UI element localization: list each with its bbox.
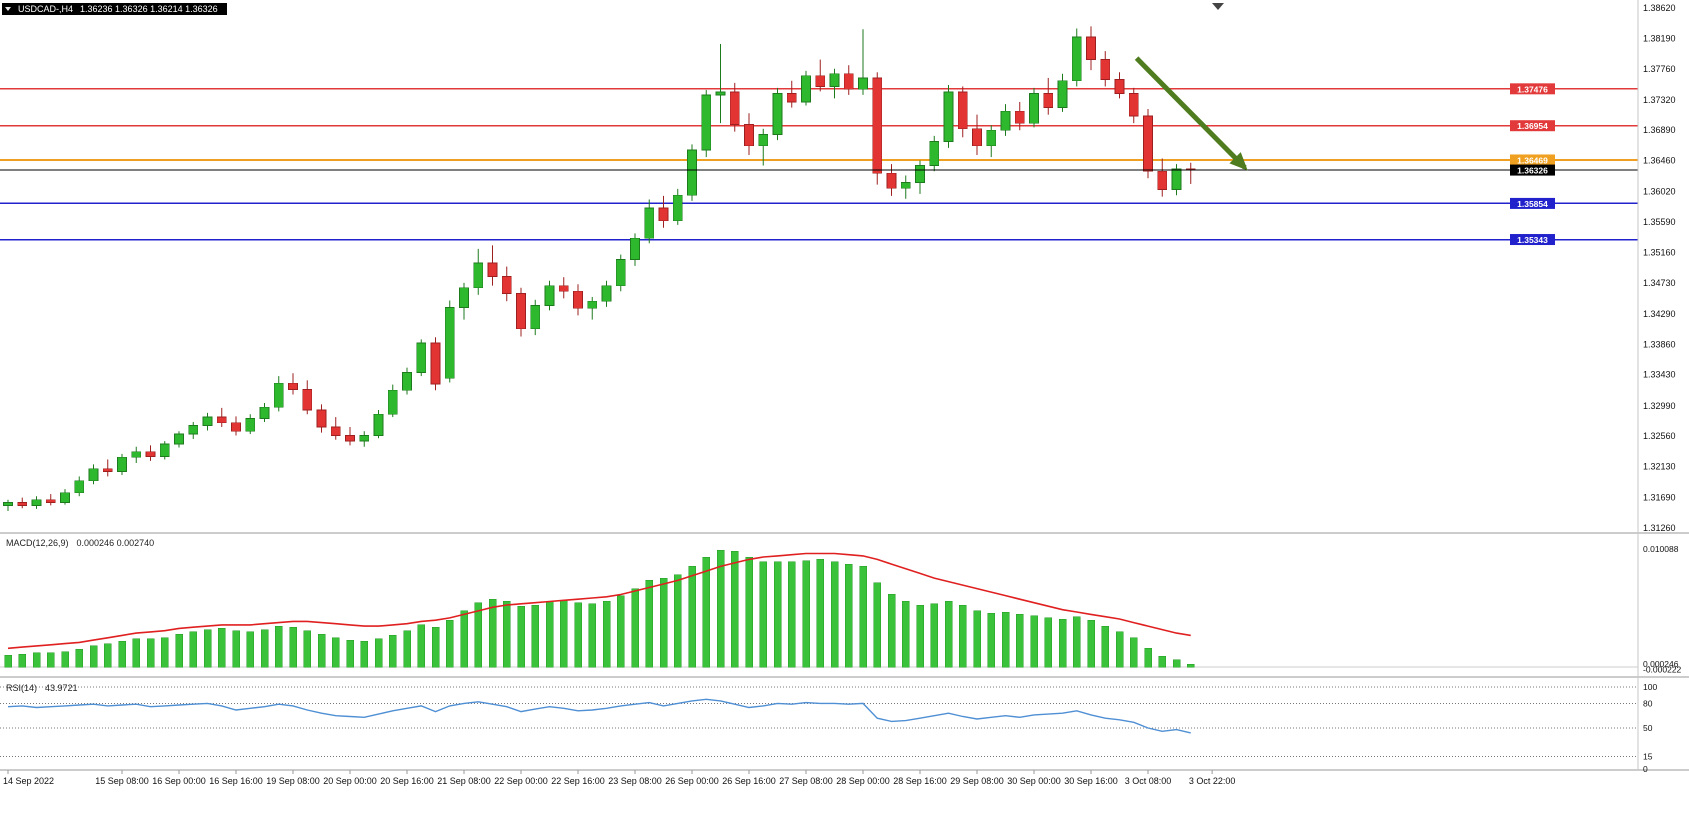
- svg-text:26 Sep 16:00: 26 Sep 16:00: [722, 776, 776, 786]
- svg-text:1.36954: 1.36954: [1517, 121, 1548, 131]
- chart-shift-marker[interactable]: [1212, 3, 1224, 10]
- symbol-ohlc-bar[interactable]: USDCAD-,H4 1.36236 1.36326 1.36214 1.363…: [2, 3, 227, 15]
- svg-text:1.34730: 1.34730: [1643, 278, 1676, 288]
- svg-text:1.36890: 1.36890: [1643, 125, 1676, 135]
- svg-text:16 Sep 16:00: 16 Sep 16:00: [209, 776, 263, 786]
- svg-text:1.38190: 1.38190: [1643, 33, 1676, 43]
- svg-text:80: 80: [1643, 698, 1653, 708]
- macd-axis-labels: 0.010088 0.000246-0.000222: [1643, 544, 1682, 675]
- svg-text:1.36020: 1.36020: [1643, 187, 1676, 197]
- svg-text:1.35160: 1.35160: [1643, 247, 1676, 257]
- svg-text:50: 50: [1643, 723, 1653, 733]
- panel-separators: [0, 0, 1689, 771]
- svg-text:30 Sep 16:00: 30 Sep 16:00: [1064, 776, 1118, 786]
- svg-text:1.35590: 1.35590: [1643, 217, 1676, 227]
- level-lines: [0, 88, 1638, 241]
- svg-text:1.34290: 1.34290: [1643, 309, 1676, 319]
- macd-histogram: [0, 549, 1638, 668]
- svg-text:3 Oct 08:00: 3 Oct 08:00: [1125, 776, 1172, 786]
- svg-text:1.37320: 1.37320: [1643, 95, 1676, 105]
- time-axis-labels: 14 Sep 2022 15 Sep 08:00 16 Sep 00:00 16 Se…: [3, 770, 1235, 786]
- svg-text:1.33860: 1.33860: [1643, 339, 1676, 349]
- svg-text:0.010088: 0.010088: [1643, 544, 1679, 554]
- svg-text:1.36326: 1.36326: [1517, 166, 1548, 176]
- svg-text:1.37760: 1.37760: [1643, 64, 1676, 74]
- symbol-title: USDCAD-,H4: [18, 4, 74, 14]
- svg-text:14 Sep 2022: 14 Sep 2022: [3, 776, 54, 786]
- svg-text:20 Sep 16:00: 20 Sep 16:00: [380, 776, 434, 786]
- macd-indicator-label: MACD(12,26,9) 0.000246 0.002740: [6, 538, 154, 548]
- svg-text:1.31690: 1.31690: [1643, 493, 1676, 503]
- svg-text:22 Sep 16:00: 22 Sep 16:00: [551, 776, 605, 786]
- svg-text:1.36460: 1.36460: [1643, 156, 1676, 166]
- svg-text:20 Sep 00:00: 20 Sep 00:00: [323, 776, 377, 786]
- macd-signal-line: [7, 552, 1191, 650]
- svg-text:3 Oct 22:00: 3 Oct 22:00: [1189, 776, 1236, 786]
- svg-text:1.32560: 1.32560: [1643, 431, 1676, 441]
- svg-text:15 Sep 08:00: 15 Sep 08:00: [95, 776, 149, 786]
- svg-text:100: 100: [1643, 682, 1657, 692]
- svg-text:1.32990: 1.32990: [1643, 401, 1676, 411]
- svg-text:1.35343: 1.35343: [1517, 235, 1548, 245]
- svg-text:26 Sep 00:00: 26 Sep 00:00: [665, 776, 719, 786]
- rsi-name: RSI(14): [6, 683, 38, 693]
- rsi-line: [7, 698, 1191, 734]
- svg-text:-0.000222: -0.000222: [1643, 665, 1682, 675]
- macd-values: 0.000246 0.002740: [76, 538, 155, 548]
- svg-text:28 Sep 00:00: 28 Sep 00:00: [836, 776, 890, 786]
- rsi-value: 43.9721: [45, 683, 78, 693]
- price-axis-labels: 1.38620 1.38190 1.37760 1.37320 1.36890 1.364…: [1643, 3, 1676, 533]
- svg-text:29 Sep 08:00: 29 Sep 08:00: [950, 776, 1004, 786]
- svg-text:0: 0: [1643, 764, 1648, 774]
- svg-text:15: 15: [1643, 752, 1653, 762]
- svg-text:21 Sep 08:00: 21 Sep 08:00: [437, 776, 491, 786]
- svg-text:27 Sep 08:00: 27 Sep 08:00: [779, 776, 833, 786]
- candlesticks: [3, 26, 1196, 512]
- ohlc-values: 1.36236 1.36326 1.36214 1.36326: [80, 4, 218, 14]
- svg-text:1.36469: 1.36469: [1517, 155, 1548, 165]
- svg-text:30 Sep 00:00: 30 Sep 00:00: [1007, 776, 1061, 786]
- svg-text:0.000246: 0.000246: [1643, 659, 1679, 669]
- svg-text:1.31260: 1.31260: [1643, 523, 1676, 533]
- svg-text:1.32130: 1.32130: [1643, 462, 1676, 472]
- macd-name: MACD(12,26,9): [6, 538, 69, 548]
- trend-arrow[interactable]: [1134, 56, 1248, 171]
- rsi-axis-labels: 100 80 50 15 0: [1643, 682, 1657, 774]
- svg-text:1.37476: 1.37476: [1517, 84, 1548, 94]
- svg-text:19 Sep 08:00: 19 Sep 08:00: [266, 776, 320, 786]
- svg-text:28 Sep 16:00: 28 Sep 16:00: [893, 776, 947, 786]
- svg-text:23 Sep 08:00: 23 Sep 08:00: [608, 776, 662, 786]
- svg-text:1.33430: 1.33430: [1643, 370, 1676, 380]
- svg-text:22 Sep 00:00: 22 Sep 00:00: [494, 776, 548, 786]
- rsi-level-lines: [0, 686, 1638, 758]
- svg-text:16 Sep 00:00: 16 Sep 00:00: [152, 776, 206, 786]
- dropdown-arrow-icon: [5, 7, 11, 11]
- svg-text:1.35854: 1.35854: [1517, 199, 1548, 209]
- rsi-indicator-label: RSI(14) 43.9721: [6, 683, 78, 693]
- svg-text:1.38620: 1.38620: [1643, 3, 1676, 13]
